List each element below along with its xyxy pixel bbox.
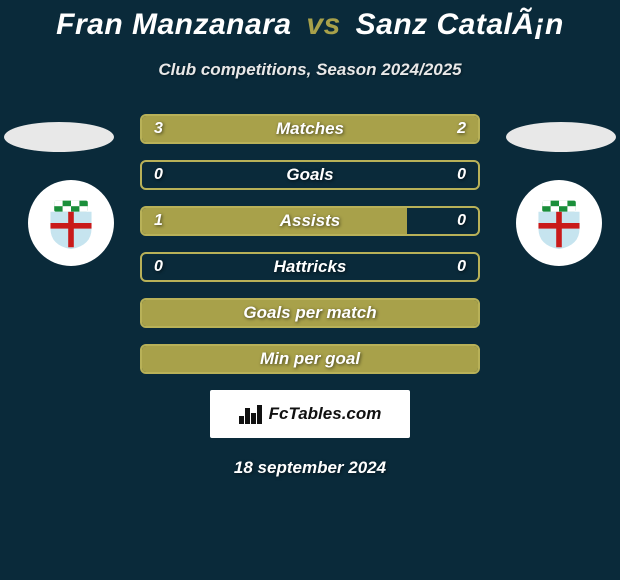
stat-bar: Goals per match [140, 298, 480, 328]
stat-value-right: 0 [457, 258, 466, 276]
stat-label: Hattricks [142, 257, 478, 277]
vs-label: vs [306, 8, 340, 41]
stat-label: Assists [142, 211, 478, 231]
club-shield-icon [531, 195, 587, 251]
comparison-title: Fran Manzanara vs Sanz CatalÃ¡n [0, 0, 620, 42]
player2-photo-placeholder [506, 122, 616, 152]
club-shield-icon [43, 195, 99, 251]
player1-name: Fran Manzanara [56, 8, 291, 41]
stat-bar: Min per goal [140, 344, 480, 374]
player2-name: Sanz CatalÃ¡n [356, 8, 564, 41]
comparison-content: 3Matches20Goals01Assists00Hattricks0Goal… [0, 114, 620, 374]
snapshot-date: 18 september 2024 [0, 458, 620, 478]
site-logo: FcTables.com [210, 390, 410, 438]
stat-bar: 0Hattricks0 [140, 252, 480, 282]
stat-bar: 1Assists0 [140, 206, 480, 236]
logo-bars-icon [239, 404, 263, 424]
stat-value-right: 0 [457, 166, 466, 184]
site-name: FcTables.com [269, 404, 382, 424]
stat-bar: 3Matches2 [140, 114, 480, 144]
player2-club-badge [516, 180, 602, 266]
stat-label: Matches [142, 119, 478, 139]
subtitle: Club competitions, Season 2024/2025 [0, 60, 620, 80]
stat-label: Goals per match [142, 303, 478, 323]
stat-value-right: 2 [457, 120, 466, 138]
player1-photo-placeholder [4, 122, 114, 152]
stat-label: Goals [142, 165, 478, 185]
stat-value-right: 0 [457, 212, 466, 230]
player1-club-badge [28, 180, 114, 266]
stat-bar: 0Goals0 [140, 160, 480, 190]
stats-column: 3Matches20Goals01Assists00Hattricks0Goal… [140, 114, 480, 374]
stat-label: Min per goal [142, 349, 478, 369]
